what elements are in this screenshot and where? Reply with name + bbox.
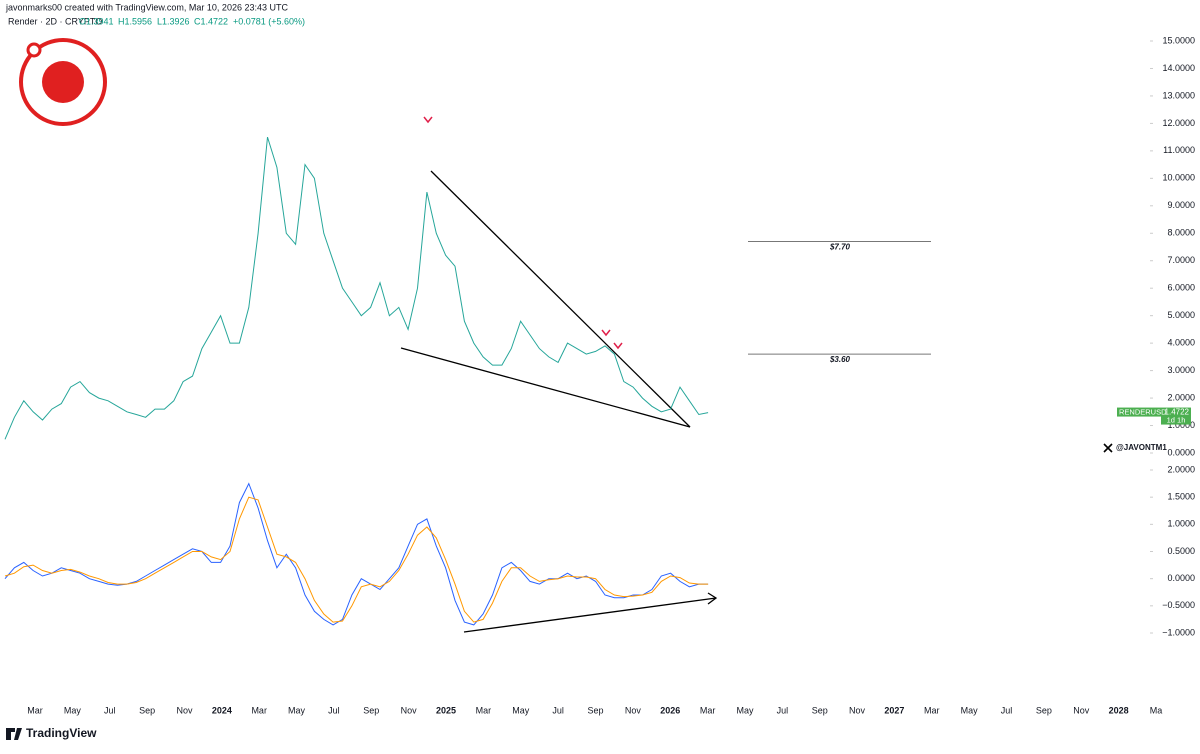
y-tick-label: 1.0000 xyxy=(1167,420,1195,430)
credit: javonmarks00 created with TradingView.co… xyxy=(5,2,288,12)
peak-markers xyxy=(423,116,623,350)
x-tick-label: Sep xyxy=(587,705,603,715)
x-tick-label: 2025 xyxy=(436,705,456,715)
price-tag xyxy=(1117,407,1161,417)
price-tag-box xyxy=(1161,407,1191,425)
y-tick-label: 8.0000 xyxy=(1167,228,1195,238)
y-tick-label: 14.0000 xyxy=(1162,63,1195,73)
y-tick-label: 0.0000 xyxy=(1167,573,1195,583)
level-label: $7.70 xyxy=(829,243,851,252)
y-tick-label: 9.0000 xyxy=(1167,200,1195,210)
x-tick-label: Sep xyxy=(139,705,155,715)
y-tick-label: 7.0000 xyxy=(1167,255,1195,265)
x-tick-label: Mar xyxy=(700,705,716,715)
x-tick-label: Nov xyxy=(849,705,866,715)
x-tick-label: May xyxy=(512,705,530,715)
x-tick-label: Sep xyxy=(812,705,828,715)
trend-lines xyxy=(400,170,718,633)
x-tick-label: Jul xyxy=(328,705,340,715)
footer: TradingView xyxy=(26,726,97,740)
x-tick-label: Ma xyxy=(1150,705,1163,715)
y-tick-label: 0.5000 xyxy=(1167,546,1195,556)
y-tick-label: −1.0000 xyxy=(1162,627,1195,637)
x-tick-label: Jul xyxy=(1001,705,1013,715)
x-tick-label: 2028 xyxy=(1109,705,1129,715)
y-tick-label: 10.0000 xyxy=(1162,173,1195,183)
price-tag-countdown: 1d 1h xyxy=(1167,416,1186,425)
watermark: @JAVONTM1 xyxy=(1116,443,1167,452)
series-line xyxy=(4,136,709,440)
symbol: Render · 2D · CRYPTO xyxy=(8,16,102,26)
y-tick-label: 12.0000 xyxy=(1162,118,1195,128)
y-tick-label: −0.5000 xyxy=(1162,600,1195,610)
x-tick-label: Nov xyxy=(176,705,193,715)
x-tick-label: Sep xyxy=(1036,705,1052,715)
close: C1.4722 xyxy=(194,16,228,26)
y-tick-label: 13.0000 xyxy=(1162,90,1195,100)
footer-logo xyxy=(6,728,22,740)
y-tick-label: 15.0000 xyxy=(1162,35,1195,45)
y-tick-label: 2.0000 xyxy=(1167,464,1195,474)
low: L1.3926 xyxy=(157,16,190,26)
high: H1.5956 xyxy=(118,16,152,26)
x-tick-label: May xyxy=(736,705,754,715)
x-tick-label: Mar xyxy=(27,705,43,715)
x-tick-label: Nov xyxy=(625,705,642,715)
x-tick-label: May xyxy=(961,705,979,715)
level-label: $3.60 xyxy=(829,355,851,364)
y-tick-label: 0.0000 xyxy=(1167,447,1195,457)
series-line xyxy=(4,496,709,623)
x-tick-label: Jul xyxy=(777,705,789,715)
x-tick-label: 2026 xyxy=(660,705,680,715)
x-tick-label: Jul xyxy=(552,705,564,715)
price-tag-symbol: RENDERUSD xyxy=(1119,408,1167,417)
y-tick-label: 3.0000 xyxy=(1167,365,1195,375)
x-tick-label: Nov xyxy=(401,705,418,715)
y-tick-label: 2.0000 xyxy=(1167,392,1195,402)
x-tick-label: Mar xyxy=(476,705,492,715)
x-tick-label: Mar xyxy=(251,705,267,715)
x-tick-label: Jul xyxy=(104,705,116,715)
x-tick-label: 2027 xyxy=(884,705,904,715)
x-logo xyxy=(1103,443,1113,453)
x-tick-label: Mar xyxy=(924,705,940,715)
y-tick-label: 1.0000 xyxy=(1167,519,1195,529)
y-tick-label: 1.5000 xyxy=(1167,492,1195,502)
x-tick-label: Sep xyxy=(363,705,379,715)
x-tick-label: May xyxy=(288,705,306,715)
logo xyxy=(19,38,107,126)
y-tick-label: 5.0000 xyxy=(1167,310,1195,320)
x-tick-label: Nov xyxy=(1073,705,1090,715)
y-tick-label: 11.0000 xyxy=(1163,145,1195,155)
price-tag-value: 1.4722 xyxy=(1165,408,1190,417)
x-tick-label: May xyxy=(64,705,82,715)
open: O1.3941 xyxy=(79,16,114,26)
series-line xyxy=(4,482,709,626)
change: +0.0781 (+5.60%) xyxy=(233,16,305,26)
x-tick-label: 2024 xyxy=(212,705,232,715)
y-tick-label: 4.0000 xyxy=(1167,338,1195,348)
y-tick-label: 6.0000 xyxy=(1167,283,1195,293)
